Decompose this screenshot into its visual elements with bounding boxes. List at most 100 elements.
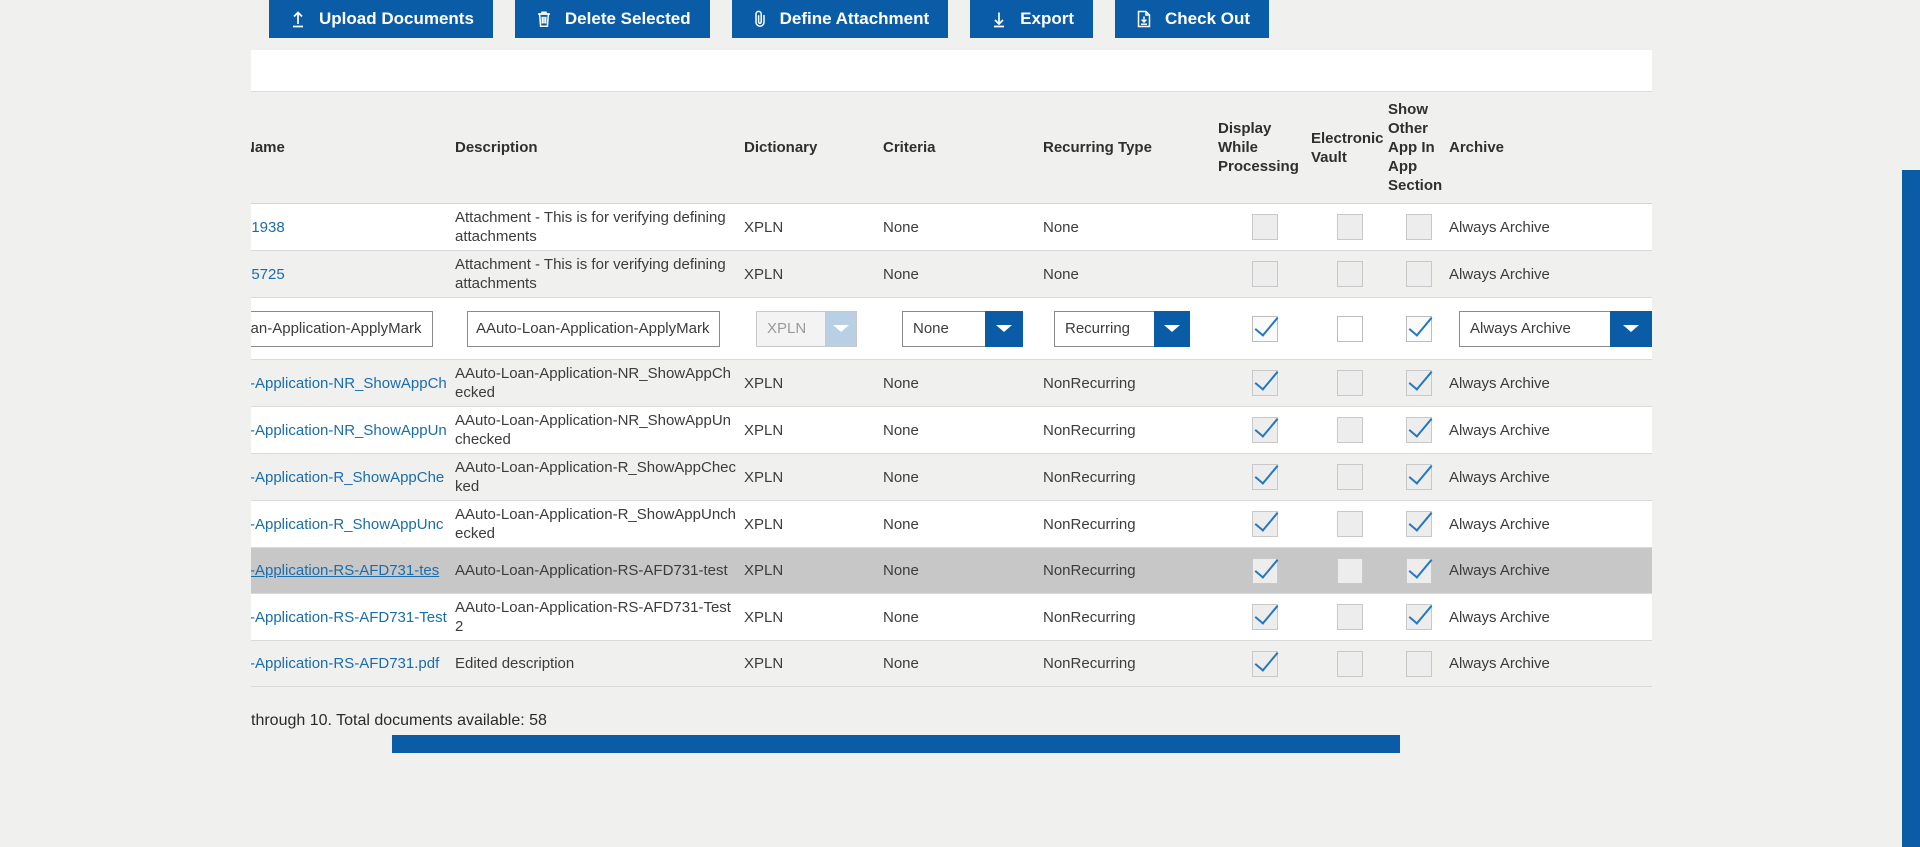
upload-documents-label: Upload Documents: [319, 9, 474, 28]
document-name-link[interactable]: -Application-RS-AFD731-Test: [251, 608, 447, 626]
criteria-dropdown-button[interactable]: [985, 310, 1023, 347]
document-dictionary: XPLN: [744, 515, 784, 533]
show-other-app-checkbox[interactable]: [1405, 557, 1432, 584]
table-row[interactable]: -Application-NR_ShowAppCh AAuto-Loan-App…: [251, 360, 1652, 407]
document-description: AAuto-Loan-Application-R_ShowAppUnchecke…: [455, 506, 737, 542]
display-while-processing-checkbox[interactable]: [1251, 261, 1278, 287]
column-header-recurring-type: Recurring Type: [1043, 139, 1152, 156]
vertical-scrollbar-thumb[interactable]: [1902, 170, 1920, 847]
column-header-display-while-processing: Display While Processing: [1218, 120, 1299, 175]
electronic-vault-checkbox[interactable]: [1336, 214, 1363, 240]
document-recurring-type: None: [1043, 265, 1079, 283]
document-description: AAuto-Loan-Application-NR_ShowAppUncheck…: [455, 412, 731, 448]
upload-documents-button[interactable]: Upload Documents: [269, 0, 493, 38]
electronic-vault-checkbox[interactable]: [1336, 417, 1363, 443]
document-archive: Always Archive: [1449, 421, 1550, 439]
criteria-dropdown[interactable]: None: [902, 310, 1043, 347]
table-row[interactable]: -Application-R_ShowAppChe AAuto-Loan-App…: [251, 454, 1652, 501]
electronic-vault-checkbox[interactable]: [1336, 511, 1363, 537]
display-while-processing-checkbox[interactable]: [1251, 604, 1278, 630]
electronic-vault-checkbox[interactable]: [1336, 315, 1363, 342]
document-archive: Always Archive: [1449, 562, 1550, 579]
edit-row: XPLN None Recurring: [251, 298, 1652, 360]
document-criteria: None: [883, 655, 919, 672]
recurring-type-dropdown-button[interactable]: [1154, 310, 1190, 347]
document-recurring-type: NonRecurring: [1043, 468, 1136, 486]
display-while-processing-checkbox[interactable]: [1251, 557, 1278, 584]
table-row[interactable]: -Application-NR_ShowAppUn AAuto-Loan-App…: [251, 407, 1652, 454]
electronic-vault-checkbox[interactable]: [1336, 604, 1363, 630]
display-while-processing-checkbox[interactable]: [1251, 511, 1278, 537]
documents-table: Name Description Dictionary Criteria Rec…: [251, 92, 1652, 687]
chevron-down-icon: [1164, 325, 1180, 332]
show-other-app-checkbox[interactable]: [1405, 214, 1432, 240]
document-archive: Always Archive: [1449, 608, 1550, 626]
name-input[interactable]: [251, 310, 433, 347]
table-row[interactable]: -Application-R_ShowAppUnc AAuto-Loan-App…: [251, 501, 1652, 548]
define-attachment-button[interactable]: Define Attachment: [731, 0, 949, 38]
table-row-selected[interactable]: -Application-RS-AFD731-tes AAuto-Loan-Ap…: [251, 548, 1652, 594]
show-other-app-checkbox[interactable]: [1405, 604, 1432, 630]
document-name-link[interactable]: -Application-RS-AFD731-tes: [251, 562, 440, 579]
display-while-processing-checkbox[interactable]: [1251, 214, 1278, 240]
document-name-link[interactable]: -Application-R_ShowAppChe: [251, 468, 445, 486]
display-while-processing-checkbox[interactable]: [1251, 417, 1278, 443]
electronic-vault-checkbox[interactable]: [1336, 464, 1363, 490]
table-row[interactable]: 31938 Attachment - This is for verifying…: [251, 204, 1652, 251]
document-archive: Always Archive: [1449, 468, 1550, 486]
show-other-app-checkbox[interactable]: [1405, 464, 1432, 490]
show-other-app-checkbox[interactable]: [1405, 650, 1432, 677]
electronic-vault-checkbox[interactable]: [1336, 370, 1363, 396]
display-while-processing-checkbox[interactable]: [1251, 370, 1278, 396]
electronic-vault-checkbox[interactable]: [1336, 261, 1363, 287]
show-other-app-checkbox[interactable]: [1405, 261, 1432, 287]
show-other-app-checkbox[interactable]: [1405, 370, 1432, 396]
check-out-label: Check Out: [1165, 9, 1251, 28]
display-while-processing-checkbox[interactable]: [1251, 650, 1278, 677]
document-name-link[interactable]: -Application-RS-AFD731.pdf: [251, 655, 440, 672]
export-button[interactable]: Export: [970, 0, 1093, 38]
document-name-link[interactable]: 31938: [251, 218, 285, 236]
archive-dropdown-button[interactable]: [1610, 310, 1652, 347]
table-row[interactable]: -Application-RS-AFD731-Test AAuto-Loan-A…: [251, 594, 1652, 641]
checkout-icon: [1134, 9, 1154, 29]
document-name-link[interactable]: 05725: [251, 265, 285, 283]
recurring-type-dropdown[interactable]: Recurring: [1054, 310, 1218, 347]
electronic-vault-checkbox[interactable]: [1336, 557, 1363, 584]
column-header-electronic-vault: Electronic Vault: [1311, 129, 1384, 166]
paperclip-icon: [751, 9, 769, 29]
show-other-app-checkbox[interactable]: [1405, 315, 1432, 342]
document-dictionary: XPLN: [744, 374, 784, 392]
archive-dropdown[interactable]: Always Archive: [1459, 310, 1652, 347]
document-criteria: None: [883, 374, 919, 392]
electronic-vault-checkbox[interactable]: [1336, 650, 1363, 677]
archive-dropdown-value[interactable]: Always Archive: [1459, 310, 1611, 347]
document-description: AAuto-Loan-Application-NR_ShowAppChecked: [455, 365, 731, 401]
document-name-link[interactable]: -Application-NR_ShowAppCh: [251, 374, 447, 392]
check-out-button[interactable]: Check Out: [1115, 0, 1270, 38]
column-header-criteria: Criteria: [883, 139, 936, 156]
document-recurring-type: NonRecurring: [1043, 608, 1136, 626]
show-other-app-checkbox[interactable]: [1405, 417, 1432, 443]
display-while-processing-checkbox[interactable]: [1251, 315, 1278, 342]
document-dictionary: XPLN: [744, 562, 784, 579]
description-input[interactable]: [467, 310, 720, 347]
document-name-link[interactable]: -Application-NR_ShowAppUn: [251, 421, 447, 439]
table-row[interactable]: -Application-RS-AFD731.pdf Edited descri…: [251, 641, 1652, 687]
document-archive: Always Archive: [1449, 218, 1550, 236]
document-dictionary: XPLN: [744, 421, 784, 439]
horizontal-scrollbar-thumb[interactable]: [392, 735, 1400, 753]
delete-selected-label: Delete Selected: [564, 9, 691, 28]
delete-selected-button[interactable]: Delete Selected: [514, 0, 710, 38]
criteria-dropdown-value[interactable]: None: [902, 310, 985, 347]
document-dictionary: XPLN: [744, 265, 784, 283]
display-while-processing-checkbox[interactable]: [1251, 464, 1278, 490]
document-criteria: None: [883, 468, 919, 486]
recurring-type-dropdown-value[interactable]: Recurring: [1054, 310, 1154, 347]
table-row[interactable]: 05725 Attachment - This is for verifying…: [251, 251, 1652, 298]
document-recurring-type: NonRecurring: [1043, 655, 1136, 672]
document-criteria: None: [883, 218, 919, 236]
show-other-app-checkbox[interactable]: [1405, 511, 1432, 537]
document-name-link[interactable]: -Application-R_ShowAppUnc: [251, 515, 444, 533]
